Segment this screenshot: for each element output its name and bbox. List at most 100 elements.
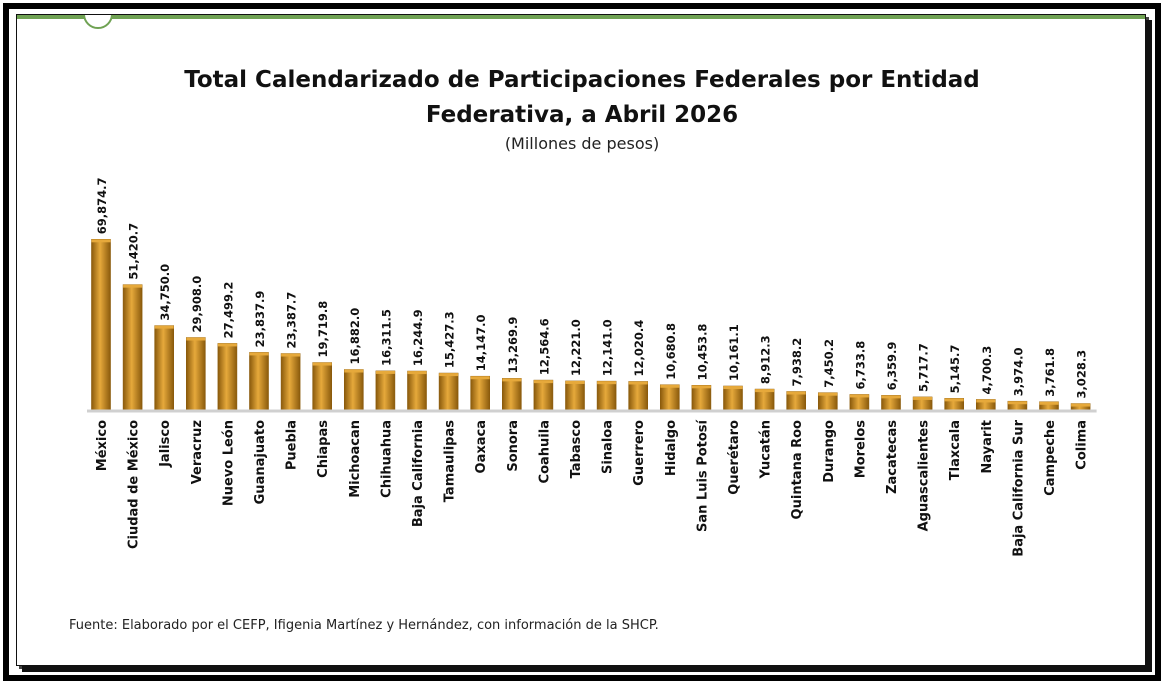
bar-14 [533, 379, 554, 412]
bar-3 [186, 337, 206, 412]
value-label-4: 27,499.2 [221, 282, 235, 339]
bar-cap-16 [597, 381, 617, 385]
category-label-11: Tamaulipas [443, 420, 458, 503]
value-label-24: 6,733.8 [853, 341, 867, 390]
category-label-8: Michoacan [348, 420, 363, 498]
bar-cap-2 [154, 325, 174, 329]
bar-cap-30 [1039, 401, 1059, 405]
bar-20 [723, 385, 743, 412]
category-label-5: Guanajuato [253, 420, 268, 504]
category-label-3: Veracruz [190, 420, 205, 484]
chart-panel: Total Calendarizado de Participaciones F… [16, 14, 1146, 666]
bar-cap-13 [502, 378, 522, 382]
bar-cap-1 [123, 284, 143, 288]
value-label-17: 12,020.4 [632, 320, 646, 377]
value-label-19: 10,453.8 [695, 324, 709, 381]
value-label-2: 34,750.0 [158, 264, 172, 321]
value-label-23: 7,450.2 [822, 339, 836, 388]
bar-10 [407, 370, 427, 412]
bar-series [91, 239, 1091, 412]
category-label-9: Chihuahua [379, 420, 394, 498]
value-label-5: 23,837.9 [253, 291, 267, 348]
value-label-22: 7,938.2 [790, 338, 804, 387]
bar-cap-19 [691, 385, 711, 389]
bar-cap-22 [786, 391, 806, 395]
bar-4 [217, 343, 238, 412]
bar-cap-14 [533, 380, 553, 384]
value-label-26: 5,717.7 [917, 343, 931, 392]
bar-21 [754, 388, 775, 412]
bar-15 [565, 380, 585, 412]
bar-16 [596, 380, 617, 412]
category-label-13: Sonora [506, 420, 521, 472]
category-label-19: San Luis Potosí [695, 418, 710, 532]
bar-1 [122, 284, 143, 412]
value-label-31: 3,028.3 [1075, 350, 1089, 399]
category-label-30: Campeche [1043, 420, 1058, 496]
category-label-22: Quintana Roo [790, 420, 805, 519]
category-labels: México Ciudad de México Jalisco Veracruz Nue… [95, 418, 1090, 556]
category-label-16: Sinaloa [601, 420, 616, 474]
top-accent-bar [17, 15, 1145, 19]
category-label-12: Oaxaca [474, 420, 489, 473]
category-label-0: México [95, 420, 110, 471]
bar-11 [438, 372, 459, 412]
value-label-18: 10,680.8 [664, 323, 678, 380]
bar-9 [375, 370, 396, 412]
value-label-30: 3,761.8 [1043, 348, 1057, 397]
bar-12 [470, 375, 491, 412]
bar-cap-0 [91, 239, 111, 243]
bar-cap-25 [881, 395, 901, 399]
category-label-26: Aguascalientes [917, 420, 932, 532]
bar-cap-28 [976, 399, 996, 403]
bar-cap-27 [944, 398, 964, 402]
chart-subtitle: (Millones de pesos) [504, 134, 660, 153]
bar-cap-11 [439, 373, 459, 377]
value-label-7: 19,719.8 [316, 301, 330, 358]
value-label-21: 8,912.3 [759, 335, 773, 384]
bar-5 [249, 352, 269, 412]
value-label-0: 69,874.7 [95, 178, 109, 235]
value-label-6: 23,387.7 [285, 292, 299, 349]
category-label-24: Morelos [853, 420, 868, 478]
bar-13 [501, 378, 522, 412]
value-label-12: 14,147.0 [474, 314, 488, 371]
value-label-11: 15,427.3 [443, 311, 457, 368]
value-label-15: 12,221.0 [569, 319, 583, 376]
bar-chart: 69,874.7 51,420.7 34,750.0 29,908.0 27,499.2… [87, 178, 1097, 557]
bar-cap-31 [1071, 403, 1091, 407]
bar-cap-26 [913, 396, 933, 400]
bar-cap-9 [375, 370, 395, 374]
bar-cap-23 [818, 392, 838, 396]
bar-cap-24 [849, 394, 869, 398]
bar-cap-5 [249, 352, 269, 356]
category-label-6: Puebla [285, 420, 300, 470]
value-label-25: 6,359.9 [885, 342, 899, 391]
value-label-28: 4,700.3 [980, 346, 994, 395]
category-label-31: Colima [1075, 420, 1090, 470]
category-label-21: Yucatán [759, 420, 774, 479]
bar-cap-7 [312, 362, 332, 366]
bar-18 [659, 384, 680, 412]
value-label-8: 16,882.0 [348, 308, 362, 365]
bar-0 [91, 239, 111, 412]
chart-title-line-2: Federativa, a Abril 2026 [425, 102, 739, 128]
value-label-10: 16,244.9 [411, 309, 425, 366]
category-label-27: Tlaxcala [948, 420, 963, 480]
bar-2 [154, 325, 174, 412]
bar-cap-8 [344, 369, 364, 373]
category-label-4: Nuevo León [221, 420, 236, 506]
value-label-1: 51,420.7 [127, 223, 141, 280]
chart-title-line-1: Total Calendarizado de Participaciones F… [184, 67, 980, 93]
bar-cap-15 [565, 380, 585, 384]
bar-6 [280, 353, 301, 412]
category-label-20: Querétaro [727, 420, 742, 495]
bar-cap-10 [407, 371, 427, 375]
category-label-18: Hidalgo [664, 420, 679, 476]
bar-8 [343, 369, 364, 412]
category-label-23: Durango [822, 420, 837, 483]
value-label-3: 29,908.0 [190, 276, 204, 333]
bar-cap-17 [628, 381, 648, 385]
category-label-15: Tabasco [569, 420, 584, 478]
bar-cap-12 [470, 376, 490, 380]
